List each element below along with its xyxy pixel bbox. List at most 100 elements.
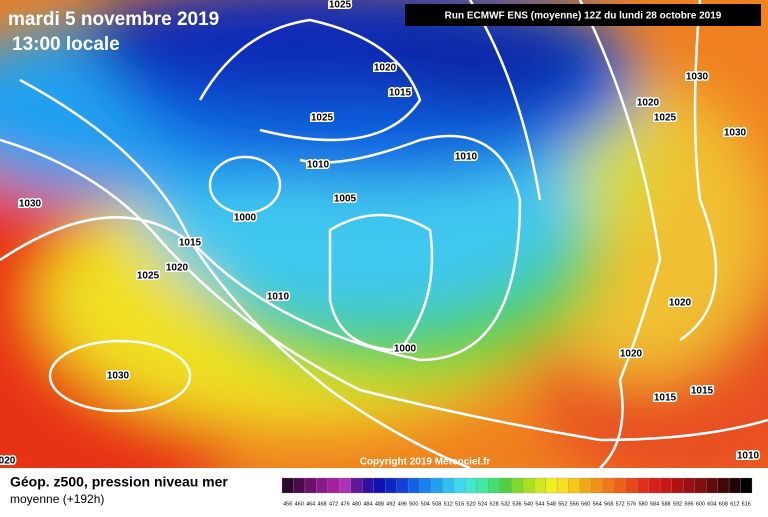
- colorbar-swatch: [511, 477, 523, 494]
- colorbar-label: 564: [593, 501, 602, 507]
- colorbar-swatch: [717, 477, 730, 494]
- colorbar-label: 608: [719, 501, 728, 507]
- isobar-label: 020: [0, 456, 16, 467]
- colorbar-swatch: [419, 477, 432, 494]
- colorbar-label: 496: [398, 501, 407, 507]
- colorbar-label: 612: [730, 501, 739, 507]
- footer-title: Géop. z500, pression niveau mer: [10, 474, 228, 490]
- colorbar-label: 476: [340, 501, 349, 507]
- colorbar-label: 524: [478, 501, 487, 507]
- isobar-label: 1005: [334, 194, 357, 205]
- isobar-label: 1015: [179, 238, 202, 249]
- isobar-label: 1025: [311, 113, 334, 124]
- colorbar-swatch: [407, 477, 420, 494]
- isobar-label: 1030: [724, 128, 747, 139]
- colorbar-swatch: [579, 477, 592, 494]
- colorbar-swatch: [293, 477, 306, 494]
- colorbar-swatch: [545, 477, 558, 494]
- run-info: Run ECMWF ENS (moyenne) 12Z du lundi 28 …: [445, 11, 722, 22]
- isobar-label: 1025: [329, 0, 352, 11]
- colorbar-swatch: [614, 477, 627, 494]
- colorbar-swatch: [534, 477, 546, 494]
- isobar-label: 1000: [394, 344, 417, 355]
- run-box: [405, 4, 761, 26]
- isobar-label: 1020: [669, 298, 692, 309]
- colorbar-label: 600: [696, 501, 705, 507]
- colorbar-swatch: [556, 477, 569, 494]
- isobar-label: 1010: [267, 292, 290, 303]
- colorbar-label: 484: [363, 501, 372, 507]
- colorbar-label: 528: [489, 501, 498, 507]
- isobar-label: 1020: [620, 349, 643, 360]
- colorbar-label: 472: [329, 501, 338, 507]
- isobar-label: 1030: [19, 199, 42, 210]
- isobar-label: 1020: [637, 98, 660, 109]
- colorbar-label: 592: [673, 501, 682, 507]
- colorbar-label: 584: [650, 501, 659, 507]
- colorbar-swatch: [740, 477, 753, 494]
- copyright: Copyright 2019 Meteociel.fr: [360, 457, 491, 468]
- colorbar-swatch: [373, 477, 386, 494]
- colorbar-label: 516: [455, 501, 464, 507]
- colorbar-label: 500: [409, 501, 418, 507]
- colorbar-label: 520: [467, 501, 476, 507]
- colorbar-label: 456: [283, 501, 292, 507]
- colorbar-swatch: [442, 477, 455, 494]
- colorbar-label: 548: [547, 501, 556, 507]
- colorbar-label: 552: [558, 501, 567, 507]
- colorbar-swatch: [327, 477, 340, 494]
- colorbar-label: 540: [524, 501, 533, 507]
- isobar-label: 1010: [455, 152, 478, 163]
- isobars: [0, 0, 768, 468]
- colorbar-label: 480: [352, 501, 361, 507]
- colorbar-swatch: [362, 477, 374, 494]
- colorbar-label: 560: [581, 501, 590, 507]
- date-title: mardi 5 novembre 2019: [8, 9, 219, 30]
- colorbar-swatch: [694, 477, 707, 494]
- isobar-label: 1010: [737, 451, 760, 462]
- colorbar-swatch: [705, 477, 718, 494]
- colorbar-label: 544: [535, 501, 544, 507]
- isobar-label: 1010: [307, 160, 330, 171]
- colorbar-swatch: [522, 477, 535, 494]
- colorbar-swatch: [350, 477, 363, 494]
- colorbar-swatch: [339, 477, 351, 494]
- colorbar-label: 512: [444, 501, 453, 507]
- colorbar-swatch: [476, 477, 489, 494]
- time-subtitle: 13:00 locale: [12, 34, 120, 55]
- colorbar-label: 536: [512, 501, 521, 507]
- colorbar-label: 468: [318, 501, 327, 507]
- colorbar-label: 504: [421, 501, 430, 507]
- colorbar-label: 596: [684, 501, 693, 507]
- colorbar-label: 580: [639, 501, 648, 507]
- colorbar-swatch: [499, 477, 512, 494]
- isobar-label: 1015: [654, 393, 677, 404]
- colorbar-swatch: [465, 477, 478, 494]
- isobar-label: 1025: [137, 271, 160, 282]
- colorbar-swatch: [728, 477, 741, 494]
- colorbar-label: 508: [432, 501, 441, 507]
- colorbar-swatch: [385, 477, 397, 494]
- colorbar-swatch: [625, 477, 638, 494]
- isobar-label: 1000: [234, 213, 257, 224]
- footer-subtitle: moyenne (+192h): [10, 492, 104, 506]
- colorbar-swatch: [683, 477, 695, 494]
- colorbar-swatch: [430, 477, 443, 494]
- colorbar-label: 572: [616, 501, 625, 507]
- colorbar-swatch: [602, 477, 615, 494]
- colorbar-swatch: [568, 477, 581, 494]
- isobar-label: 1015: [389, 88, 412, 99]
- colorbar-swatch: [281, 477, 294, 494]
- colorbar-swatch: [453, 477, 466, 494]
- colorbar-swatch: [488, 477, 500, 494]
- colorbar-swatch: [316, 477, 329, 494]
- colorbar-label: 576: [627, 501, 636, 507]
- colorbar-label: 532: [501, 501, 510, 507]
- colorbar-label: 568: [604, 501, 613, 507]
- isobar-label: 1030: [107, 371, 130, 382]
- colorbar-label: 556: [570, 501, 579, 507]
- isobar-label: 1020: [166, 263, 189, 274]
